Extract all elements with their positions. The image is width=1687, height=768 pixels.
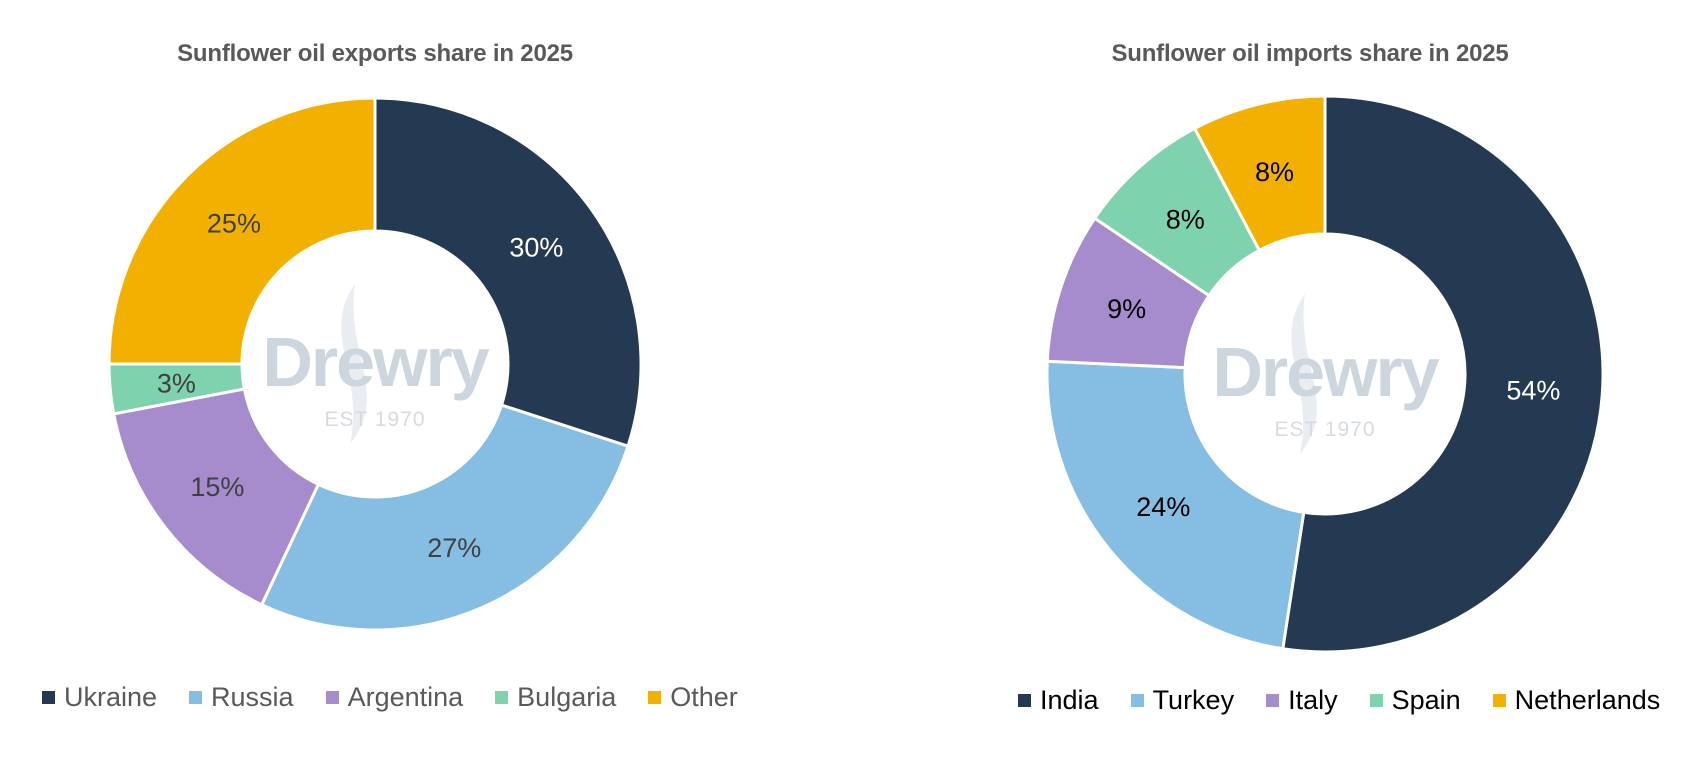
slice-argentina xyxy=(111,387,321,607)
legend-label-spain: Spain xyxy=(1391,685,1461,715)
legend-item-argentina: Argentina xyxy=(325,682,464,713)
legend-item-netherlands: Netherlands xyxy=(1492,685,1661,716)
svg-text:Drewry: Drewry xyxy=(262,323,489,401)
legend-label-argentina: Argentina xyxy=(347,682,464,712)
exports-legend: Ukraine Russia Argentina Bulgaria Other xyxy=(42,682,738,713)
drewry-watermark-logo: Drewry EST 1970 xyxy=(262,284,492,444)
data-label-bulgaria: 3% xyxy=(157,368,196,398)
data-label-ukraine: 30% xyxy=(509,232,563,262)
legend-item-other: Other xyxy=(648,682,738,713)
legend-label-netherlands: Netherlands xyxy=(1514,685,1661,715)
slice-turkey xyxy=(1045,359,1306,651)
slice-netherlands xyxy=(1192,94,1327,253)
legend-item-russia: Russia xyxy=(189,682,294,713)
legend-item-spain: Spain xyxy=(1369,685,1461,716)
legend-swatch-turkey xyxy=(1130,694,1144,707)
legend-swatch-russia xyxy=(189,691,203,704)
legend-label-italy: Italy xyxy=(1288,685,1338,715)
legend-label-other: Other xyxy=(670,682,738,712)
legend-swatch-spain xyxy=(1369,694,1383,707)
slice-russia xyxy=(259,403,630,632)
legend-item-india: India xyxy=(1018,685,1099,716)
legend-item-bulgaria: Bulgaria xyxy=(495,682,616,713)
data-label-netherlands: 8% xyxy=(1255,157,1294,187)
svg-text:Drewry: Drewry xyxy=(1212,333,1439,411)
legend-item-turkey: Turkey xyxy=(1130,685,1235,716)
data-label-other: 25% xyxy=(207,209,261,239)
imports-legend: India Turkey Italy Spain Netherlands xyxy=(1018,685,1660,716)
legend-item-italy: Italy xyxy=(1266,685,1338,716)
legend-swatch-other xyxy=(648,691,662,704)
drewry-watermark-logo: Drewry EST 1970 xyxy=(1212,294,1442,454)
imports-chart-title: Sunflower oil imports share in 2025 xyxy=(1111,40,1509,67)
legend-swatch-argentina xyxy=(325,691,339,704)
exports-chart-title: Sunflower oil exports share in 2025 xyxy=(177,40,573,67)
data-label-russia: 27% xyxy=(427,533,481,563)
slice-india xyxy=(1281,94,1605,654)
legend-label-ukraine: Ukraine xyxy=(64,682,158,712)
data-label-spain: 8% xyxy=(1166,204,1205,234)
svg-text:EST 1970: EST 1970 xyxy=(1274,418,1375,441)
data-label-turkey: 24% xyxy=(1136,492,1190,522)
imports-donut-chart: Drewry EST 1970 54% 24% 9% 8% 8% xyxy=(1045,94,1605,654)
legend-item-ukraine: Ukraine xyxy=(42,682,157,713)
legend-swatch-italy xyxy=(1266,694,1280,707)
legend-swatch-india xyxy=(1018,694,1031,707)
data-label-argentina: 15% xyxy=(190,472,244,502)
data-label-india: 54% xyxy=(1506,376,1560,406)
legend-swatch-bulgaria xyxy=(495,691,509,704)
slice-ukraine xyxy=(373,96,643,449)
exports-donut-chart: Drewry EST 1970 30% 27% 15% 3% 25% xyxy=(107,96,643,632)
legend-label-russia: Russia xyxy=(211,682,294,712)
legend-label-india: India xyxy=(1040,685,1099,715)
legend-swatch-netherlands xyxy=(1492,694,1506,707)
imports-panel: Sunflower oil imports share in 2025 Drew… xyxy=(960,0,1687,768)
legend-swatch-ukraine xyxy=(42,691,55,704)
legend-label-bulgaria: Bulgaria xyxy=(517,682,617,712)
exports-panel: Sunflower oil exports share in 2025 Drew… xyxy=(0,0,800,768)
slice-other xyxy=(107,96,377,366)
data-label-italy: 9% xyxy=(1107,294,1146,324)
svg-text:EST 1970: EST 1970 xyxy=(324,408,425,431)
legend-label-turkey: Turkey xyxy=(1152,685,1235,715)
